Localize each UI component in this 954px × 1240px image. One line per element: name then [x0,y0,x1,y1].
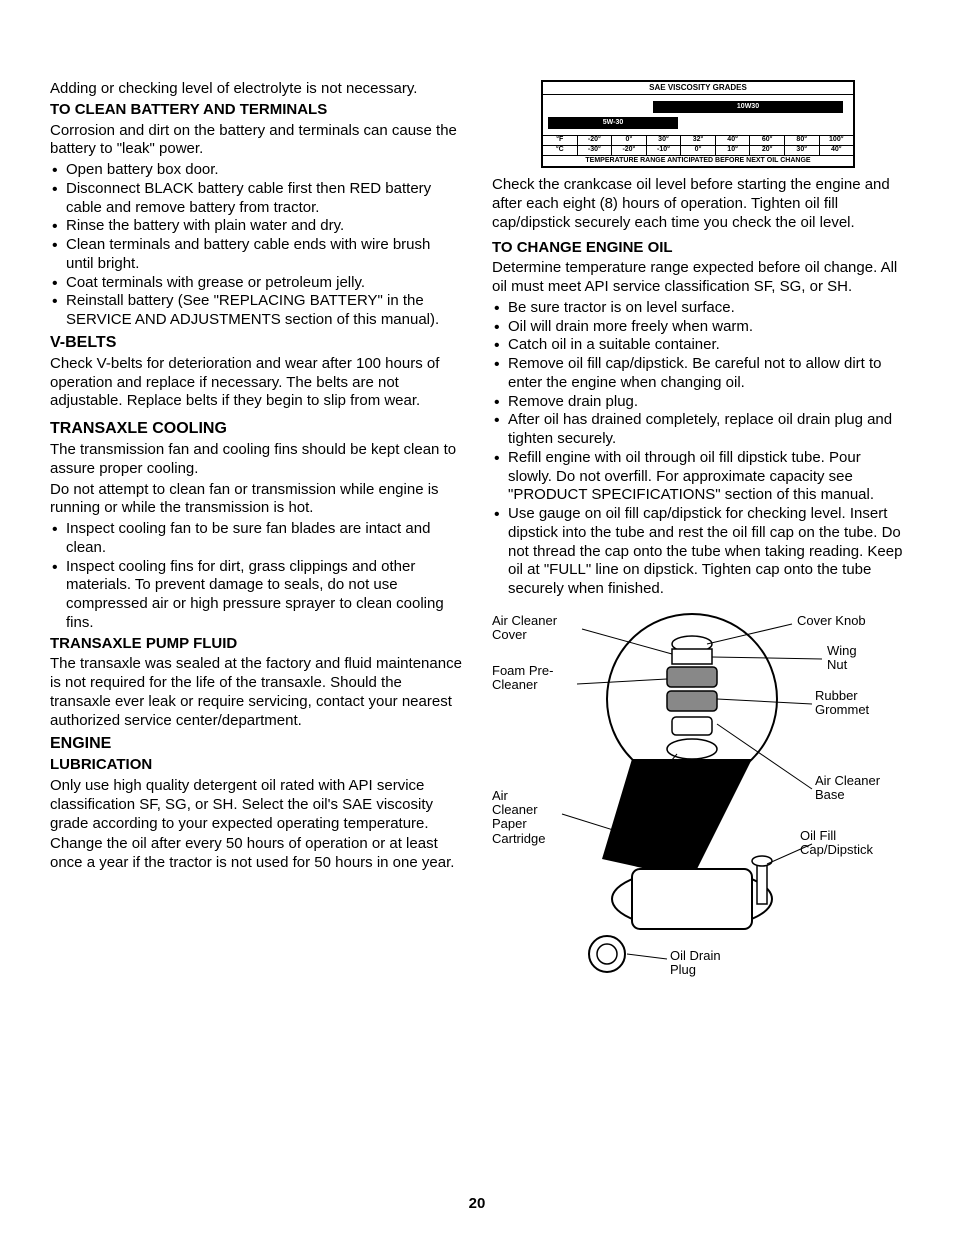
label-air-cleaner-paper: Air Cleaner Paper Cartridge [492,789,557,846]
scale-tick: 100° [820,136,854,145]
list-item: Use gauge on oil fill cap/dipstick for c… [492,505,904,599]
engine-diagram: Air Cleaner Cover Cover Knob Wing Nut Fo… [492,609,892,1009]
label-oil-fill: Oil Fill Cap/Dipstick [800,829,890,858]
list-item: Rinse the battery with plain water and d… [50,217,462,236]
scale-tick: 32° [681,136,716,145]
scale-unit-f: °F [543,136,578,145]
vbelts-heading: V-BELTS [50,333,462,353]
scale-tick: 30° [647,136,682,145]
two-column-layout: Adding or checking level of electrolyte … [50,80,904,1009]
scale-tick: 10° [716,146,751,155]
label-wing-nut: Wing Nut [827,644,877,673]
manual-page: Adding or checking level of electrolyte … [0,0,954,1240]
label-air-cleaner-base: Air Cleaner Base [815,774,890,803]
list-item: Remove drain plug. [492,393,904,412]
list-item: Be sure tractor is on level surface. [492,299,904,318]
pump-fluid-para: The transaxle was sealed at the factory … [50,655,462,730]
list-item: Inspect cooling fins for dirt, grass cli… [50,558,462,633]
list-item: After oil has drained completely, replac… [492,411,904,449]
transaxle-para1: The transmission fan and cooling fins sh… [50,441,462,479]
right-column: SAE VISCOSITY GRADES 5W-30 10W30 °F -20°… [492,80,904,1009]
list-item: Disconnect BLACK battery cable first the… [50,180,462,218]
scale-unit-c: °C [543,146,578,155]
scale-tick: -20° [612,146,647,155]
label-rubber-grommet: Rubber Grommet [815,689,885,718]
list-item: Reinstall battery (See "REPLACING BATTER… [50,292,462,330]
intro-text: Adding or checking level of electrolyte … [50,80,462,99]
vbelts-para: Check V-belts for deterioration and wear… [50,355,462,411]
chart-title: SAE VISCOSITY GRADES [543,82,853,95]
scale-tick: 40° [820,146,854,155]
scale-tick: 40° [716,136,751,145]
list-item: Coat terminals with grease or petroleum … [50,274,462,293]
scale-tick: 30° [785,146,820,155]
change-oil-list: Be sure tractor is on level surface. Oil… [492,299,904,599]
label-cover-knob: Cover Knob [797,614,866,628]
chart-body: 5W-30 10W30 [543,95,853,136]
transaxle-para2: Do not attempt to clean fan or transmiss… [50,481,462,519]
scale-tick: 60° [750,136,785,145]
label-oil-drain: Oil Drain Plug [670,949,740,978]
clean-battery-para: Corrosion and dirt on the battery and te… [50,122,462,160]
chart-footer: TEMPERATURE RANGE ANTICIPATED BEFORE NEX… [543,156,853,167]
scale-tick: 80° [785,136,820,145]
lubrication-para2: Change the oil after every 50 hours of o… [50,835,462,873]
label-air-screen: Air Screen [632,787,693,801]
chart-bar-10w30: 10W30 [653,101,843,113]
list-item: Clean terminals and battery cable ends w… [50,236,462,274]
engine-heading: ENGINE [50,734,462,754]
crankcase-para: Check the crankcase oil level before sta… [492,176,904,232]
scale-tick: 0° [612,136,647,145]
scale-tick: -20° [578,136,613,145]
transaxle-list: Inspect cooling fan to be sure fan blade… [50,520,462,633]
chart-c-scale: °C -30° -20° -10° 0° 10° 20° 30° 40° [543,146,853,156]
transaxle-cooling-heading: TRANSAXLE COOLING [50,419,462,439]
label-air-cleaner-cover: Air Cleaner Cover [492,614,572,643]
clean-battery-heading: TO CLEAN BATTERY AND TERMINALS [50,101,462,120]
change-oil-heading: TO CHANGE ENGINE OIL [492,239,904,258]
list-item: Open battery box door. [50,161,462,180]
pump-fluid-heading: TRANSAXLE PUMP FLUID [50,635,462,654]
lubrication-heading: LUBRICATION [50,756,462,775]
chart-bar-5w30: 5W-30 [548,117,678,129]
list-item: Oil will drain more freely when warm. [492,318,904,337]
scale-tick: -10° [647,146,682,155]
scale-tick: -30° [578,146,613,155]
list-item: Refill engine with oil through oil fill … [492,449,904,505]
chart-f-scale: °F -20° 0° 30° 32° 40° 60° 80° 100° [543,136,853,146]
list-item: Catch oil in a suitable container. [492,336,904,355]
clean-battery-list: Open battery box door. Disconnect BLACK … [50,161,462,330]
change-oil-para: Determine temperature range expected bef… [492,259,904,297]
lubrication-para1: Only use high quality detergent oil rate… [50,777,462,833]
viscosity-chart: SAE VISCOSITY GRADES 5W-30 10W30 °F -20°… [541,80,855,168]
left-column: Adding or checking level of electrolyte … [50,80,462,1009]
scale-tick: 20° [750,146,785,155]
list-item: Inspect cooling fan to be sure fan blade… [50,520,462,558]
scale-tick: 0° [681,146,716,155]
page-number: 20 [469,1195,486,1212]
list-item: Remove oil fill cap/dipstick. Be careful… [492,355,904,393]
label-foam-precleaner: Foam Pre-Cleaner [492,664,577,693]
